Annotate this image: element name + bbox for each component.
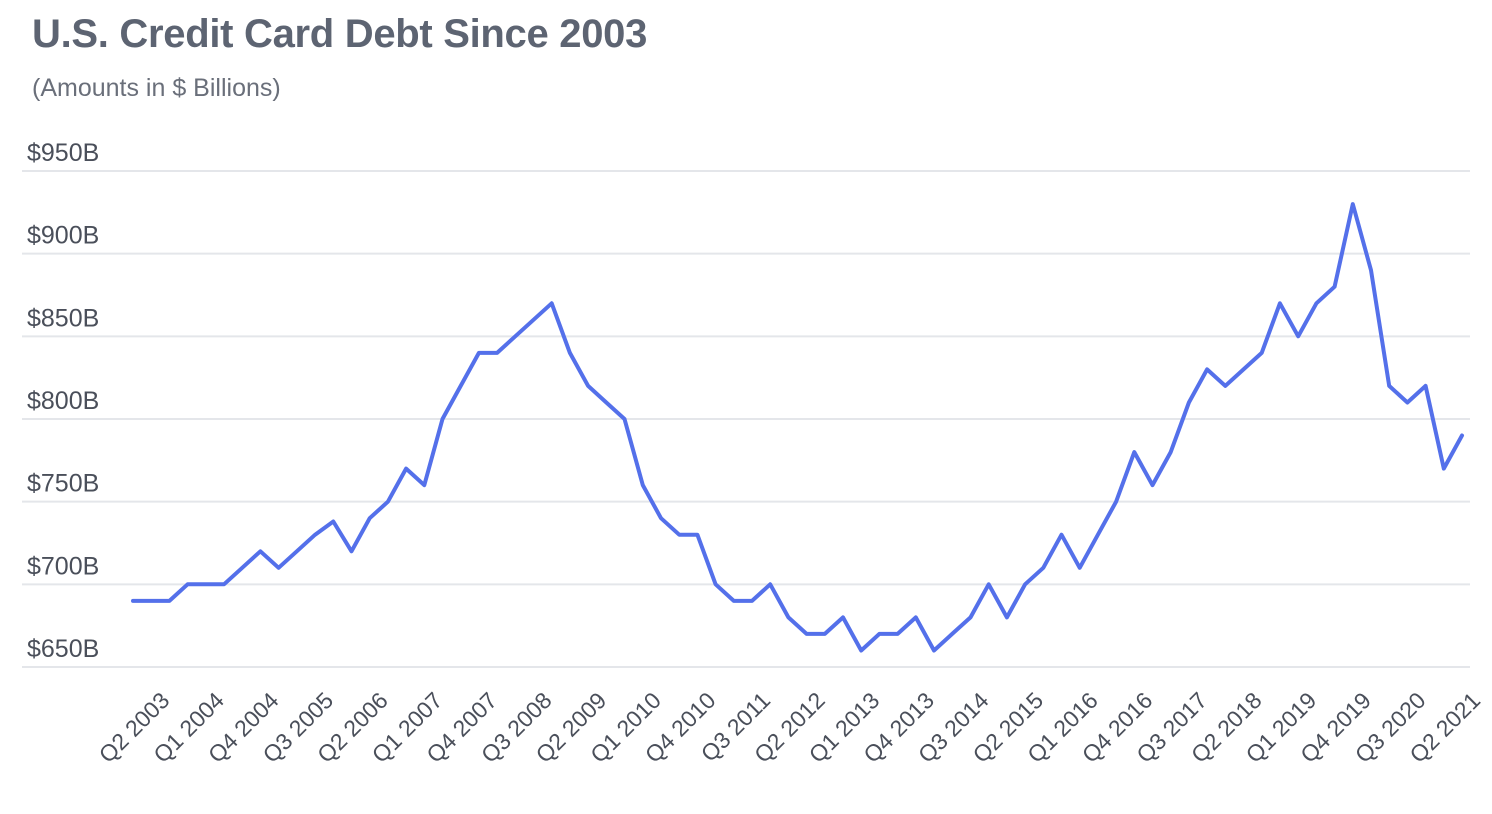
chart-subtitle: (Amounts in $ Billions) [32,74,281,102]
chart-title: U.S. Credit Card Debt Since 2003 [32,12,648,56]
series-line [131,202,1464,653]
series-layer [131,202,1464,653]
y-tick-label: $700B [27,552,99,580]
gridlines [22,170,1470,668]
y-axis-tick-labels: $950B $900B $850B $800B $750B $700B $650B [27,139,99,663]
y-tick-label: $950B [27,139,99,167]
y-tick-label: $850B [27,304,99,332]
y-tick-label: $900B [27,222,99,250]
y-tick-label: $800B [27,387,99,415]
y-tick-label: $650B [27,635,99,663]
y-tick-label: $750B [27,470,99,498]
